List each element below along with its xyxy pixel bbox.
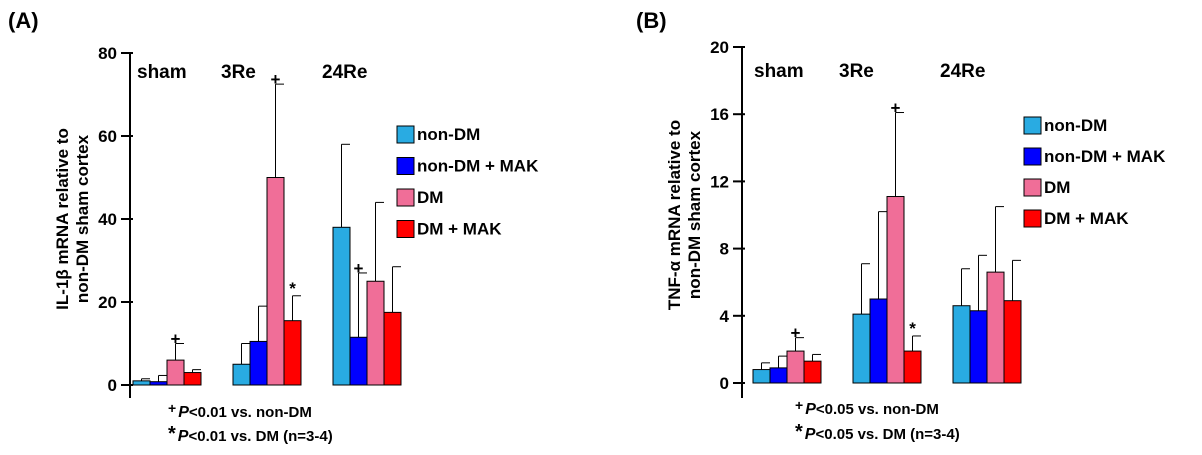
- legend-swatch: [396, 125, 415, 144]
- bar: [986, 271, 1005, 384]
- footnote-text: <0.05 vs. non-DM: [816, 401, 939, 418]
- y-tick-label: 0: [720, 374, 729, 393]
- legend-swatch: [1023, 209, 1042, 228]
- significance-marker: +: [171, 330, 181, 349]
- y-tick-label: 4: [720, 307, 730, 326]
- footnote-p: P: [805, 401, 816, 418]
- bar: [332, 226, 351, 386]
- bar: [149, 381, 168, 386]
- footnote-symbol: *: [168, 423, 176, 445]
- y-tick-label: 12: [710, 172, 729, 191]
- y-tick-label: 16: [710, 105, 729, 124]
- footnote-p: P: [178, 404, 189, 421]
- y-tick-label: 20: [98, 293, 117, 312]
- y-tick-label: 8: [720, 240, 729, 259]
- bar: [903, 350, 922, 384]
- y-tick-label: 0: [108, 376, 117, 395]
- bar: [1003, 300, 1022, 384]
- footnote: + P<0.01 vs. non-DM: [168, 400, 312, 421]
- legend-swatch: [396, 157, 415, 175]
- footnote-symbol: +: [168, 400, 176, 416]
- significance-marker: +: [354, 259, 364, 278]
- bar: [166, 359, 185, 386]
- category-label: sham: [754, 61, 804, 82]
- bar: [869, 298, 888, 384]
- legend-entry: non-DM: [1044, 116, 1107, 135]
- significance-marker: *: [289, 279, 296, 298]
- bar: [349, 336, 368, 386]
- bar: [803, 360, 822, 384]
- bar: [752, 369, 771, 384]
- significance-marker: *: [909, 319, 916, 338]
- legend-entry: DM: [417, 188, 443, 207]
- y-axis-label: non-DM sham cortex: [73, 134, 92, 303]
- legend-entry: DM: [1044, 178, 1070, 197]
- legend-entry: non-DM: [417, 125, 480, 144]
- footnote-text: <0.01 vs. DM (n=3-4): [188, 428, 332, 445]
- bar: [886, 196, 905, 384]
- bar: [266, 177, 285, 386]
- bar: [769, 367, 788, 384]
- legend-swatch: [1023, 116, 1042, 135]
- y-axis-label: IL-1β mRNA relative to: [53, 128, 72, 310]
- legend-swatch: [1023, 147, 1042, 166]
- bar: [786, 350, 805, 384]
- legend-entry: DM + MAK: [417, 220, 502, 239]
- legend-entry: DM + MAK: [1044, 209, 1129, 228]
- legend-entry: non-DM + MAK: [1044, 147, 1166, 166]
- significance-marker: +: [271, 70, 281, 89]
- significance-marker: +: [891, 99, 901, 118]
- bar: [283, 320, 302, 386]
- y-tick-label: 40: [98, 210, 117, 229]
- category-label: 24Re: [940, 61, 985, 82]
- bar: [232, 363, 251, 386]
- significance-marker: +: [791, 324, 801, 343]
- y-tick-label: 20: [710, 38, 729, 57]
- footnote-text: <0.05 vs. DM (n=3-4): [815, 426, 959, 443]
- bar: [383, 311, 402, 386]
- bar: [366, 280, 385, 386]
- footnote-symbol: *: [795, 421, 803, 443]
- legend-swatch: [396, 220, 415, 238]
- y-axis-label: TNF-α mRNA relative to: [665, 120, 684, 310]
- bar: [249, 340, 268, 386]
- footnote-text: <0.01 vs. non-DM: [189, 404, 312, 421]
- legend-entry: non-DM + MAK: [417, 157, 539, 176]
- footnote-p: P: [805, 426, 816, 443]
- bar: [969, 310, 988, 384]
- bar: [183, 372, 202, 386]
- panel-label: (A): [8, 8, 39, 33]
- footnote-p: P: [178, 428, 189, 445]
- y-axis-label: non-DM sham cortex: [685, 130, 704, 299]
- footnote: + P<0.05 vs. non-DM: [795, 397, 939, 418]
- legend-swatch: [396, 188, 415, 207]
- footnote-symbol: +: [795, 397, 803, 413]
- category-label: 3Re: [221, 62, 256, 83]
- footnote: * P<0.05 vs. DM (n=3-4): [795, 421, 960, 443]
- footnote: * P<0.01 vs. DM (n=3-4): [168, 423, 333, 445]
- panel-label: (B): [636, 8, 667, 33]
- bar: [132, 380, 151, 386]
- y-tick-label: 80: [98, 44, 117, 63]
- category-label: 24Re: [322, 62, 367, 83]
- y-tick-label: 60: [98, 127, 117, 146]
- bar: [852, 313, 871, 384]
- bar: [952, 305, 971, 384]
- category-label: 3Re: [839, 61, 874, 82]
- category-label: sham: [137, 62, 187, 83]
- legend-swatch: [1023, 178, 1042, 197]
